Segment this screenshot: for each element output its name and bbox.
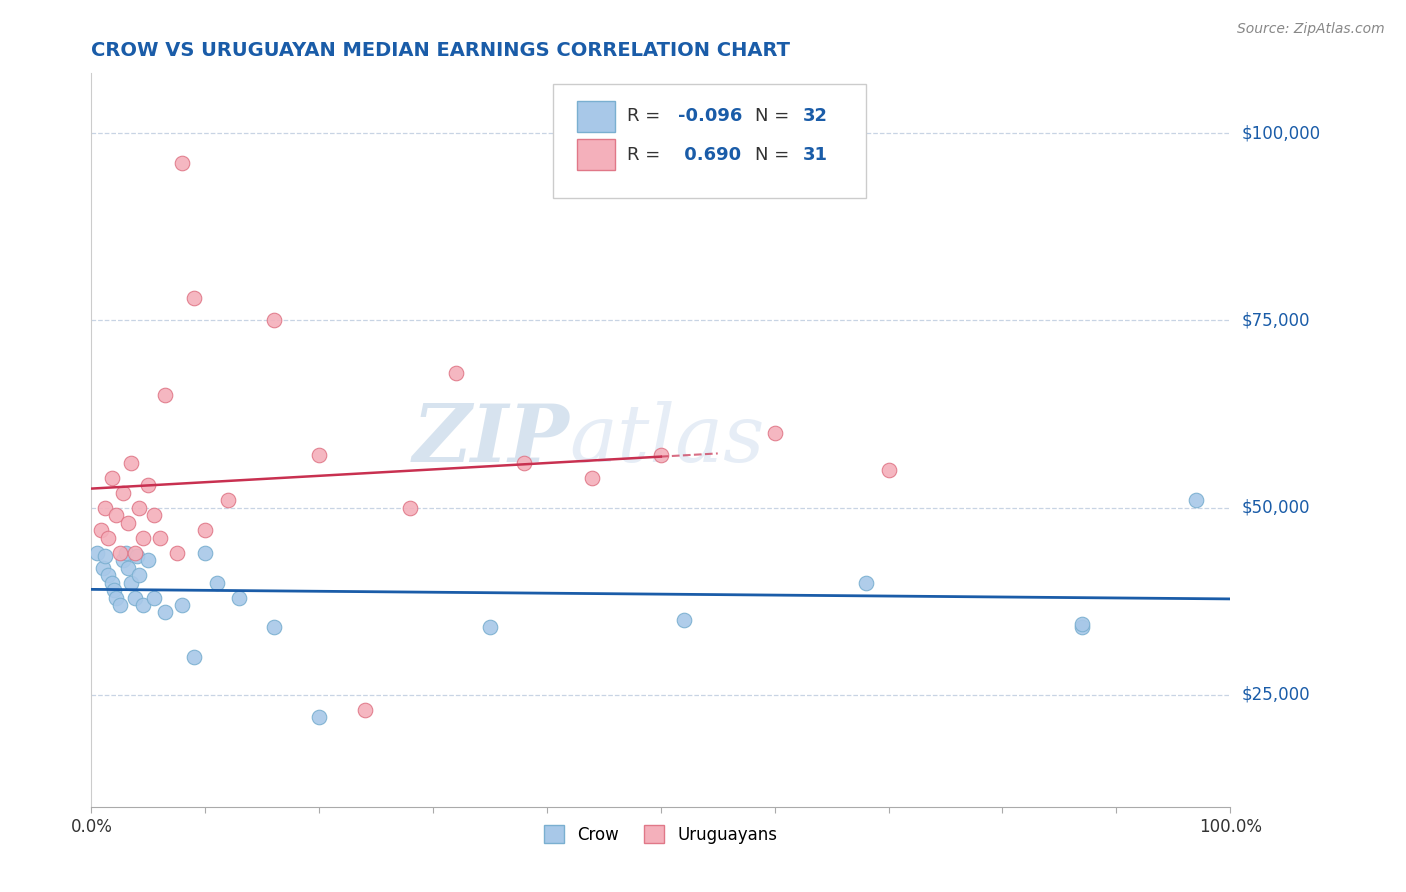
- Point: [101, 470, 124, 484]
- Point: [353, 703, 375, 717]
- Point: [131, 598, 153, 612]
- Point: [112, 485, 135, 500]
- Point: [217, 493, 239, 508]
- Point: [131, 531, 153, 545]
- Point: [155, 388, 177, 402]
- Point: [513, 456, 536, 470]
- Point: [97, 531, 120, 545]
- Point: [444, 366, 467, 380]
- Point: [138, 478, 160, 492]
- Point: [138, 553, 160, 567]
- Point: [105, 591, 128, 605]
- Point: [263, 620, 285, 634]
- Point: [172, 156, 194, 170]
- Point: [308, 448, 330, 462]
- Point: [155, 606, 177, 620]
- Text: $75,000: $75,000: [1241, 311, 1310, 329]
- Point: [103, 582, 125, 597]
- Point: [128, 568, 150, 582]
- Text: 0.690: 0.690: [678, 145, 741, 163]
- Point: [108, 598, 131, 612]
- Point: [120, 575, 142, 590]
- Point: [108, 545, 131, 559]
- Text: CROW VS URUGUAYAN MEDIAN EARNINGS CORRELATION CHART: CROW VS URUGUAYAN MEDIAN EARNINGS CORREL…: [91, 41, 790, 61]
- Point: [114, 545, 136, 559]
- Text: $100,000: $100,000: [1241, 124, 1320, 142]
- Text: ZIP: ZIP: [413, 401, 569, 479]
- Text: R =: R =: [627, 107, 665, 126]
- Point: [877, 463, 900, 477]
- Text: R =: R =: [627, 145, 665, 163]
- Point: [672, 613, 695, 627]
- Point: [308, 710, 330, 724]
- Point: [194, 545, 217, 559]
- Text: $25,000: $25,000: [1241, 686, 1310, 704]
- Point: [94, 549, 117, 564]
- Point: [1071, 620, 1094, 634]
- Point: [124, 545, 146, 559]
- Point: [263, 313, 285, 327]
- Point: [143, 591, 166, 605]
- Point: [117, 516, 139, 530]
- Point: [112, 553, 135, 567]
- Text: atlas: atlas: [569, 401, 765, 479]
- Point: [166, 545, 188, 559]
- Text: 32: 32: [803, 107, 828, 126]
- Point: [194, 523, 217, 537]
- Point: [101, 575, 124, 590]
- Point: [478, 620, 501, 634]
- Point: [149, 531, 172, 545]
- Point: [172, 598, 194, 612]
- Point: [228, 591, 250, 605]
- Point: [1185, 493, 1208, 508]
- Point: [183, 650, 205, 665]
- Point: [128, 500, 150, 515]
- Point: [763, 425, 786, 440]
- FancyBboxPatch shape: [576, 139, 616, 170]
- Point: [105, 508, 128, 522]
- Point: [120, 456, 142, 470]
- Point: [125, 549, 148, 564]
- FancyBboxPatch shape: [553, 84, 866, 198]
- Point: [117, 560, 139, 574]
- Point: [855, 575, 877, 590]
- Text: N =: N =: [755, 145, 796, 163]
- Point: [650, 448, 672, 462]
- Point: [581, 470, 603, 484]
- Legend: Crow, Uruguayans: Crow, Uruguayans: [537, 819, 785, 850]
- Text: Source: ZipAtlas.com: Source: ZipAtlas.com: [1237, 22, 1385, 37]
- FancyBboxPatch shape: [576, 101, 616, 132]
- Point: [143, 508, 166, 522]
- Text: N =: N =: [755, 107, 796, 126]
- Point: [97, 568, 120, 582]
- Point: [124, 591, 146, 605]
- Point: [399, 500, 422, 515]
- Point: [94, 500, 117, 515]
- Text: 31: 31: [803, 145, 828, 163]
- Point: [205, 575, 228, 590]
- Text: $50,000: $50,000: [1241, 499, 1310, 516]
- Text: -0.096: -0.096: [678, 107, 742, 126]
- Point: [89, 523, 111, 537]
- Point: [86, 545, 108, 559]
- Point: [91, 560, 114, 574]
- Point: [183, 291, 205, 305]
- Point: [1071, 616, 1094, 631]
